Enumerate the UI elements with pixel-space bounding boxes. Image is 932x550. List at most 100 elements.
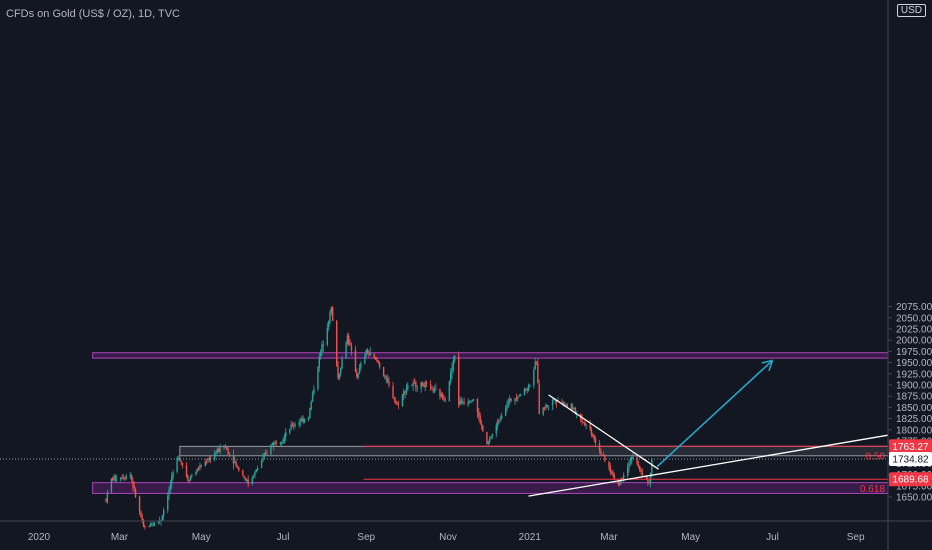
candle [329,309,331,325]
candle [336,319,338,367]
projection-arrow[interactable] [656,359,774,468]
candle [523,387,526,396]
candle [425,380,428,388]
candle [420,381,422,393]
svg-text:1763.27: 1763.27 [892,442,929,453]
candle [262,453,264,462]
resistance-zone[interactable] [92,352,889,359]
candle [514,397,516,406]
candle [256,465,259,472]
candle [365,348,367,358]
candle [204,458,206,467]
supply-demand-zone[interactable] [179,445,889,457]
candle [486,431,488,445]
y-tick-label: 1650.00 [896,493,932,504]
candle [309,407,311,419]
candle [234,456,236,464]
candle [290,420,292,431]
candle [124,476,126,481]
x-tick-label: Sep [847,532,865,543]
candle [439,388,441,400]
candle [373,353,375,360]
candle [200,464,202,468]
candle [462,399,464,405]
candle [171,472,173,490]
candle [441,392,444,401]
candle [263,452,265,460]
candle [608,460,610,471]
candle [357,372,359,380]
candle [322,340,324,352]
candle [476,397,479,418]
descending-trendline[interactable] [548,394,659,470]
candle [274,440,276,447]
candle [547,405,550,411]
candle [421,381,424,387]
candle [133,481,135,493]
candle [647,476,649,486]
candle [423,382,425,388]
candle [631,456,633,465]
candle [275,440,278,446]
candle [134,487,137,499]
candle [177,455,180,461]
candle [374,356,377,361]
x-tick-label: Jul [766,532,779,543]
candle [264,449,267,456]
candle [412,379,414,392]
candle [589,419,591,432]
candle [238,466,240,472]
candle [651,458,653,478]
time-axis[interactable]: 2020 Mar May Jul Sep Nov 2021 Mar May Jul Sep [28,532,865,543]
candle [500,412,503,420]
candle [120,476,122,483]
candle [470,400,472,404]
candle [169,480,172,494]
candle [617,478,620,487]
candle [610,469,613,475]
candle [307,416,310,422]
candle [594,435,597,447]
candle [310,400,312,411]
candle [360,361,362,371]
y-tick-label: 1925.00 [896,369,932,380]
x-tick-label: Mar [111,532,129,543]
candle [213,450,216,462]
candle [152,521,154,527]
candle [526,387,528,394]
candle [393,396,396,404]
candle [326,322,329,347]
x-tick-label: May [681,532,700,543]
candle [232,449,235,470]
candle [313,384,315,396]
candle [282,437,284,444]
candle [551,397,554,411]
currency-label[interactable]: USD [896,4,926,17]
candle [321,340,323,357]
candle [215,450,217,457]
candle [468,400,471,404]
candle [499,415,502,423]
symbol-title: CFDs on Gold (US$ / OZ), 1D, TVC [6,8,181,20]
candle [197,466,200,472]
candle [592,432,594,438]
candle [534,357,536,370]
candle [302,415,304,425]
candle [188,479,190,484]
candle [243,475,245,480]
candle [535,360,538,366]
candle [130,473,133,482]
candle [498,418,500,425]
support-zone[interactable] [92,482,889,494]
candle [254,470,256,479]
candle [404,390,406,399]
candle [537,358,539,384]
ascending-trendline[interactable] [528,434,889,497]
x-tick-label: May [192,532,211,543]
candle [440,391,442,399]
candle [180,460,182,466]
candle [377,360,379,365]
candle [570,402,573,411]
candle [271,442,274,446]
